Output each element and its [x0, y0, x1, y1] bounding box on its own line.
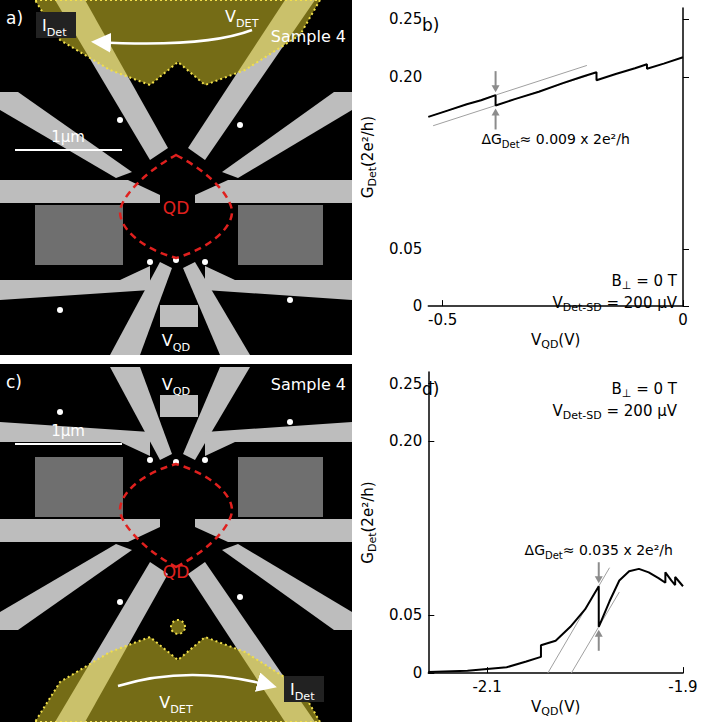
svg-text:(2e²/h): (2e²/h)	[359, 481, 377, 532]
svg-text:VDET: VDET	[159, 693, 193, 716]
svg-text:V: V	[531, 330, 542, 349]
svg-text:G: G	[359, 187, 377, 199]
svg-text:Sample 4: Sample 4	[271, 375, 346, 394]
svg-text:Det-SD: Det-SD	[563, 409, 602, 422]
svg-text:V: V	[531, 697, 542, 716]
svg-text:-1.9: -1.9	[668, 678, 697, 696]
svg-text:IDet: IDet	[42, 16, 67, 39]
svg-text:= 200 µV: = 200 µV	[602, 294, 678, 312]
svg-text:⊥: ⊥	[622, 279, 632, 292]
svg-text:B: B	[612, 272, 622, 290]
svg-text:-2.1: -2.1	[472, 678, 501, 696]
svg-text:0.20: 0.20	[389, 432, 422, 450]
svg-text:0.25: 0.25	[389, 10, 422, 28]
svg-text:VQD: VQD	[162, 331, 190, 354]
svg-text:0.05: 0.05	[389, 240, 422, 258]
svg-text:V: V	[552, 402, 563, 420]
svg-text:c): c)	[6, 372, 22, 392]
svg-text:QD: QD	[163, 562, 189, 582]
svg-text:d): d)	[422, 379, 439, 399]
svg-text:1µm: 1µm	[51, 128, 85, 146]
svg-text:Det: Det	[366, 532, 379, 552]
svg-text:ΔG: ΔG	[525, 542, 545, 558]
svg-text:(V): (V)	[558, 698, 580, 716]
svg-text:ΔG: ΔG	[481, 131, 501, 147]
svg-text:= 0 T: = 0 T	[631, 272, 677, 290]
svg-text:Sample 4: Sample 4	[271, 27, 346, 46]
svg-text:⊥: ⊥	[622, 387, 632, 400]
svg-text:IDet: IDet	[290, 680, 315, 703]
svg-text:QD: QD	[541, 705, 558, 718]
svg-text:0: 0	[413, 664, 423, 682]
svg-text:0.25: 0.25	[389, 375, 422, 393]
svg-text:= 0 T: = 0 T	[631, 380, 677, 398]
svg-text:QD: QD	[163, 198, 189, 218]
svg-text:Det: Det	[366, 166, 379, 186]
svg-text:0: 0	[413, 297, 423, 315]
svg-text:-0.5: -0.5	[428, 311, 457, 329]
svg-text:(2e²/h): (2e²/h)	[359, 116, 377, 167]
svg-text:V: V	[552, 294, 563, 312]
svg-text:≈ 0.009 x 2e²/h: ≈ 0.009 x 2e²/h	[520, 131, 630, 147]
svg-text:Det: Det	[502, 139, 520, 150]
svg-text:QD: QD	[541, 338, 558, 351]
svg-text:Det: Det	[545, 550, 563, 561]
svg-text:VDET: VDET	[225, 7, 259, 30]
svg-text:b): b)	[422, 15, 439, 35]
svg-text:0.05: 0.05	[389, 606, 422, 624]
svg-text:(V): (V)	[558, 331, 580, 349]
svg-text:Det-SD: Det-SD	[563, 301, 602, 314]
svg-text:= 200 µV: = 200 µV	[602, 402, 678, 420]
svg-text:B: B	[612, 380, 622, 398]
svg-text:1µm: 1µm	[51, 422, 85, 440]
svg-text:G: G	[359, 552, 377, 564]
svg-text:0.20: 0.20	[389, 68, 422, 86]
svg-text:a): a)	[6, 8, 23, 28]
svg-text:≈ 0.035 x 2e²/h: ≈ 0.035 x 2e²/h	[563, 542, 673, 558]
svg-text:VQD: VQD	[162, 375, 190, 398]
svg-text:0: 0	[678, 311, 688, 329]
